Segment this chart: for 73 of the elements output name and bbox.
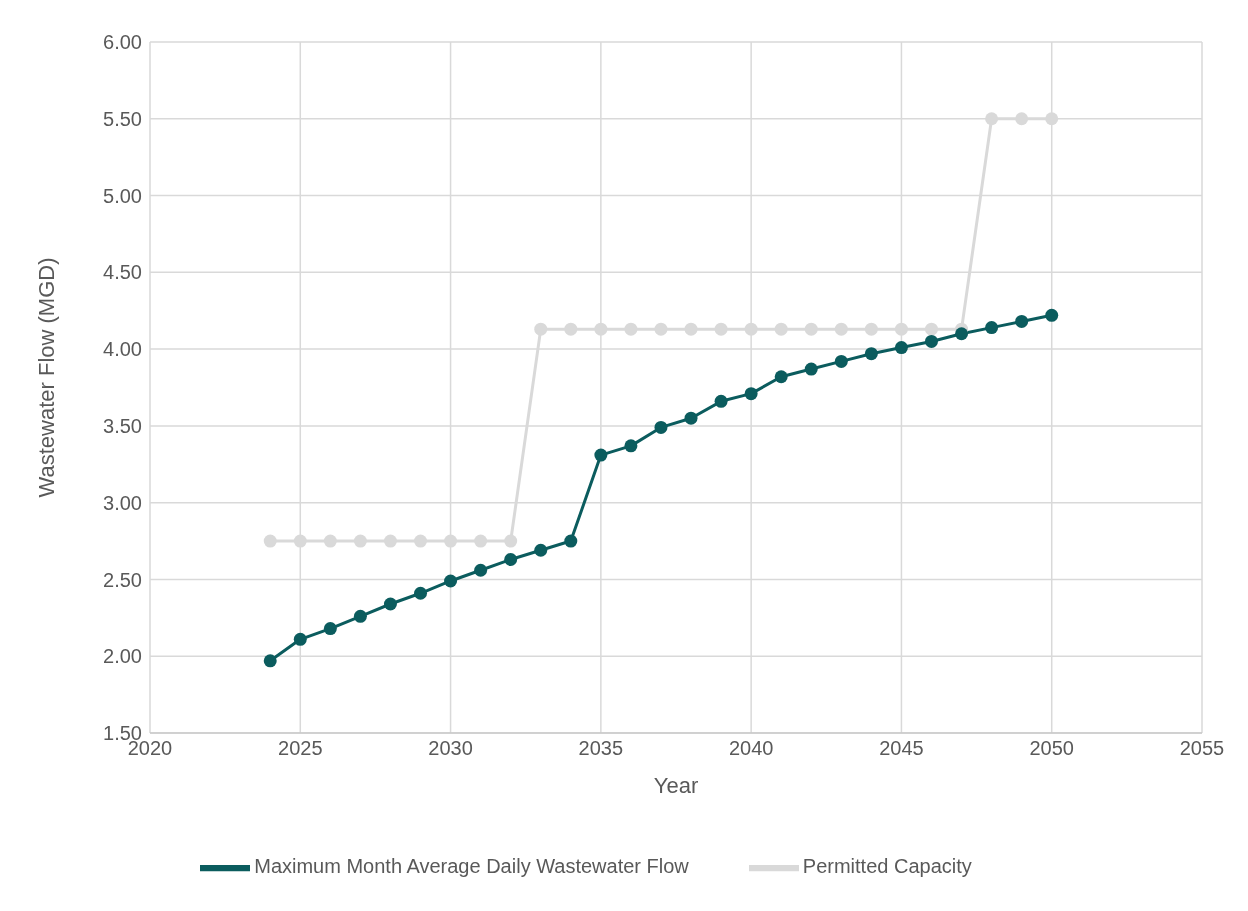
point: [804, 322, 818, 336]
point: [714, 394, 728, 408]
point: [894, 341, 908, 355]
y-tick-label: 6.00: [103, 31, 142, 54]
point: [654, 420, 668, 434]
point: [594, 322, 608, 336]
x-axis-title: Year: [653, 773, 699, 798]
y-tick-label: 4.50: [103, 261, 142, 284]
point: [414, 586, 428, 600]
legend-label: Permitted Capacity: [802, 855, 972, 878]
point: [353, 534, 367, 548]
point: [834, 354, 848, 368]
point: [744, 322, 758, 336]
x-tick-label: 2050: [1029, 737, 1074, 760]
point: [1045, 112, 1059, 126]
point: [383, 534, 397, 548]
point: [474, 563, 488, 577]
point: [474, 534, 488, 548]
point: [894, 322, 908, 336]
point: [924, 322, 938, 336]
point: [864, 322, 878, 336]
x-tick-label: 2035: [578, 737, 624, 760]
x-tick-label: 2030: [428, 737, 473, 760]
point: [864, 347, 878, 361]
y-tick-label: 2.00: [103, 645, 142, 668]
point: [323, 534, 337, 548]
point: [714, 322, 728, 336]
x-tick-label: 2055: [1179, 737, 1225, 760]
point: [774, 322, 788, 336]
point: [624, 322, 638, 336]
y-tick-label: 3.50: [103, 414, 142, 437]
point: [744, 387, 758, 401]
y-axis-title: Wastewater Flow (MGD): [33, 257, 59, 498]
y-tick-label: 3.00: [103, 491, 142, 514]
point: [834, 322, 848, 336]
point: [684, 322, 698, 336]
point: [504, 534, 518, 548]
x-tick-label: 2025: [278, 737, 323, 760]
point: [564, 534, 578, 548]
y-tick-label: 5.50: [103, 107, 142, 130]
y-tick-label: 4.00: [103, 338, 142, 361]
point: [534, 543, 548, 557]
point: [684, 411, 698, 425]
point: [985, 112, 999, 126]
point: [323, 622, 337, 636]
point: [534, 322, 548, 336]
point: [444, 574, 458, 588]
point: [1045, 308, 1059, 322]
point: [985, 321, 999, 335]
legend-label: Maximum Month Average Daily Wastewater Flow: [254, 855, 689, 878]
point: [564, 322, 578, 336]
x-tick-label: 2045: [879, 737, 924, 760]
point: [1015, 112, 1029, 126]
point: [444, 534, 458, 548]
point: [654, 322, 668, 336]
point: [263, 534, 277, 548]
point: [955, 327, 969, 341]
point: [504, 552, 518, 566]
point: [293, 534, 307, 548]
point: [383, 597, 397, 611]
point: [263, 654, 277, 668]
y-tick-label: 5.00: [103, 184, 142, 207]
point: [774, 370, 788, 384]
point: [804, 362, 818, 376]
point: [594, 448, 608, 462]
point: [414, 534, 428, 548]
y-tick-label: 2.50: [103, 568, 142, 591]
point: [624, 439, 638, 453]
point: [924, 334, 938, 348]
point: [1015, 314, 1029, 328]
point: [353, 609, 367, 623]
point: [293, 632, 307, 646]
x-tick-label: 2040: [728, 737, 774, 760]
